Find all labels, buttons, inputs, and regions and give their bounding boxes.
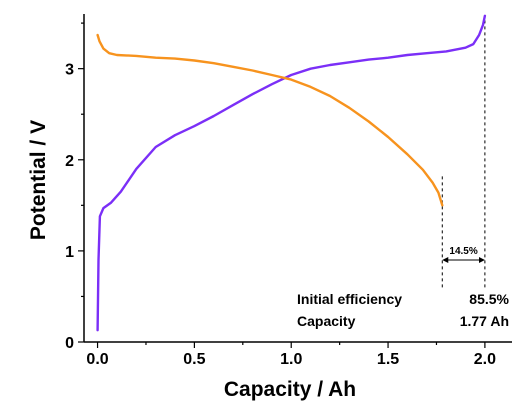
series-line-1 xyxy=(96,33,444,207)
x-tick-label: 1.0 xyxy=(280,351,302,368)
efficiency-gap-label: 14.5% xyxy=(449,246,477,257)
annotation-value-efficiency: 85.5% xyxy=(469,291,509,307)
series-line-0 xyxy=(96,14,487,332)
annotation-label-efficiency: Initial efficiency xyxy=(297,291,402,307)
y-tick-label: 3 xyxy=(65,62,74,79)
x-tick-label: 1.5 xyxy=(377,351,399,368)
x-tick-label: 0.5 xyxy=(183,351,205,368)
axes: 0.0 0.5 1.0 1.5 2.0 0 1 2 3 xyxy=(65,14,512,368)
plot-area: 14.5% xyxy=(96,14,487,332)
x-tick-label: 0.0 xyxy=(86,351,108,368)
y-tick-label: 0 xyxy=(65,335,74,352)
x-tick-label: 2.0 xyxy=(474,351,496,368)
annotation-value-capacity: 1.77 Ah xyxy=(460,313,509,329)
y-axis-title: Potential / V xyxy=(27,120,50,240)
x-axis-title: Capacity / Ah xyxy=(224,378,356,401)
y-tick-label: 2 xyxy=(65,153,74,170)
y-tick-label: 1 xyxy=(65,244,74,261)
annotation-block: Initial efficiency 85.5% Capacity 1.77 A… xyxy=(297,291,510,329)
annotation-label-capacity: Capacity xyxy=(297,313,356,329)
